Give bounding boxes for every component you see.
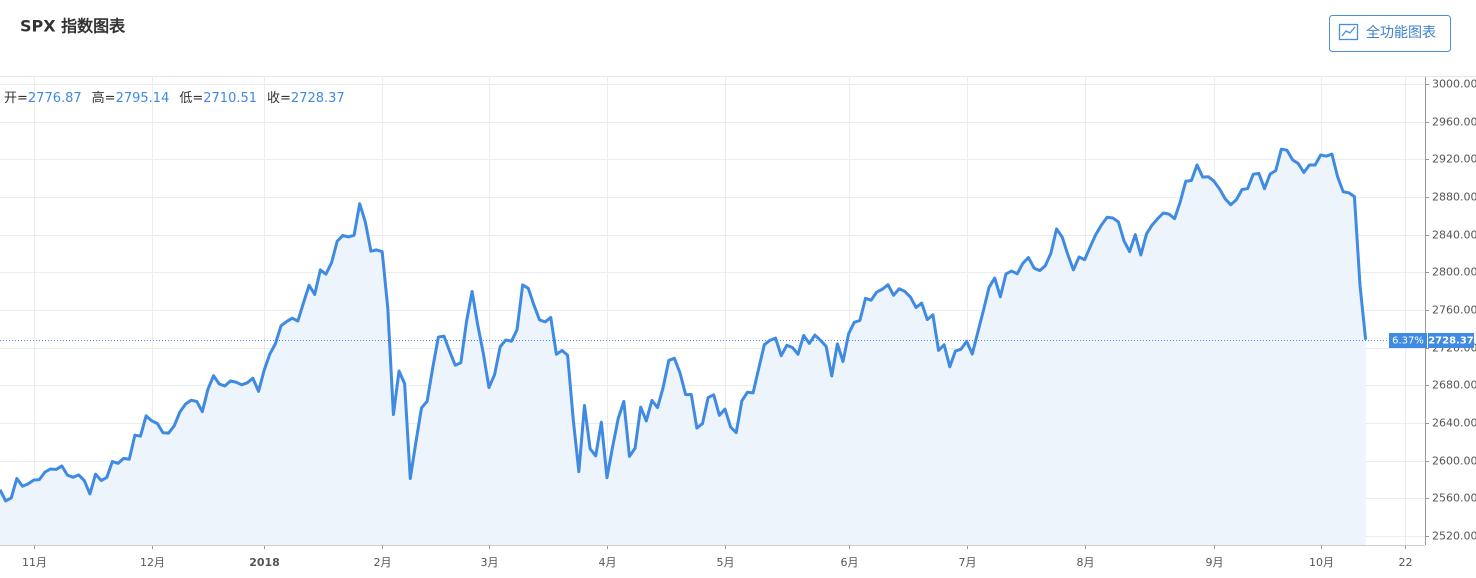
x-tick-label: 11月 [22,556,47,569]
x-tick-label: 6月 [841,556,859,569]
y-tick-label: 2760.00 [1432,304,1476,317]
ohlc-label: 开= [4,91,28,106]
plot-area: 2520.002560.002600.002640.002680.002720.… [0,77,1476,569]
ohlc-readout: 开=2776.87 高=2795.14 低=2710.51 收=2728.37 [4,90,345,106]
x-tick-label: 2月 [374,556,392,569]
y-tick-label: 2680.00 [1432,379,1476,392]
price-label: 2728.37 [1428,336,1474,347]
x-tick-label: 4月 [599,556,617,569]
x-tick-label: 2018 [249,556,280,569]
x-tick-label: 5月 [717,556,735,569]
ohlc-value: 2710.51 [203,91,257,106]
y-tick-label: 2840.00 [1432,229,1476,242]
y-tick-label: 2520.00 [1432,530,1476,543]
ohlc-label: 收= [267,91,291,106]
y-tick-label: 3000.00 [1432,78,1476,91]
change-tag [1389,333,1427,348]
y-tick-label: 2800.00 [1432,266,1476,279]
y-tick-label: 2880.00 [1432,191,1476,204]
x-tick-label: 8月 [1077,556,1095,569]
price-tag [1428,333,1474,348]
button-icon [1338,23,1359,41]
button-icon-line [1341,26,1356,37]
ohlc-label: 高= [92,90,116,106]
y-tick-label: 2600.00 [1432,455,1476,468]
change-label: 6.37% [1392,336,1424,347]
button-frame[interactable] [1329,15,1451,52]
page-title: SPX 指数图表 [20,17,126,36]
x-tick-label: 7月 [959,556,977,569]
y-tick-label: 2960.00 [1432,116,1476,129]
ohlc-value: 2795.14 [116,91,170,106]
x-tick-label: 9月 [1206,556,1224,569]
line-area [0,149,1366,545]
y-tick-label: 2640.00 [1432,417,1476,430]
x-tick-label: 12月 [140,556,165,569]
y-tick-label: 2560.00 [1432,492,1476,505]
line [0,147,1368,503]
x-tick-label: 3月 [481,556,499,569]
ohlc-label: 低= [179,91,203,106]
x-tick-label: 22 [1399,556,1413,569]
ohlc-value: 2776.87 [28,91,82,106]
full-chart-button[interactable]: 全功能图表 [1329,15,1451,52]
ohlc-value: 2728.37 [291,91,345,106]
x-tick-label: 10月 [1309,556,1334,569]
button-label[interactable]: 全功能图表 [1366,24,1436,41]
y-tick-label: 2920.00 [1432,153,1476,166]
